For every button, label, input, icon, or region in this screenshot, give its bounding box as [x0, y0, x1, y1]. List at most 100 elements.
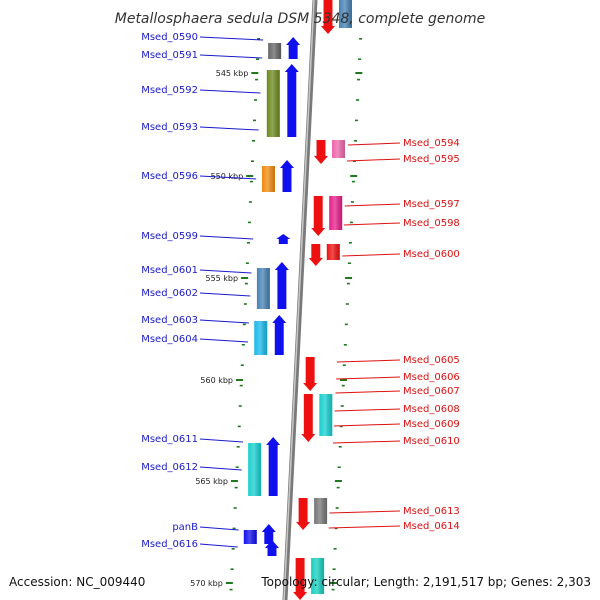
gene-label-right[interactable]: Msed_0608 [403, 404, 460, 415]
gene-label-right[interactable]: Msed_0600 [403, 249, 460, 260]
leader-line [335, 390, 401, 394]
minor-tick [343, 344, 347, 346]
gene-label-right[interactable]: Msed_0595 [403, 154, 460, 165]
leader-line [336, 359, 401, 363]
gene-label-left[interactable]: Msed_0590 [141, 32, 198, 43]
forward-gene-block-shade [256, 268, 270, 309]
scale-ticks: 545 kbp 550 kbp 555 kbp 560 kbp 565 kbp 570 k… [190, 38, 363, 591]
minor-tick [255, 78, 259, 81]
forward-gene-arrow [280, 160, 294, 192]
minor-tick [250, 160, 254, 162]
leader-line [199, 338, 249, 343]
forward-gene-arrow [284, 64, 299, 137]
gene-label-left[interactable]: Msed_0592 [141, 85, 198, 96]
gene-label-right[interactable]: Msed_0609 [403, 419, 460, 430]
major-tick [241, 277, 249, 279]
minor-tick [346, 282, 350, 285]
gene-label-left[interactable]: Msed_0601 [141, 265, 198, 276]
minor-tick [344, 323, 348, 326]
minor-tick [337, 466, 341, 468]
leader-line [332, 440, 401, 444]
minor-tick [231, 548, 235, 550]
backbone-line [282, 0, 318, 600]
kbp-tick-label: 570 kbp [190, 579, 223, 588]
gene-features [243, 0, 352, 600]
minor-tick [254, 99, 258, 101]
leader-line [347, 158, 401, 162]
minor-tick [354, 140, 357, 142]
reverse-gene-arrow [303, 357, 318, 391]
major-tick [340, 379, 347, 381]
minor-tick [239, 384, 243, 387]
leader-line [347, 142, 401, 146]
minor-tick [349, 221, 353, 224]
kbp-tick-label: 565 kbp [195, 477, 228, 486]
gene-label-left[interactable]: Msed_0602 [141, 288, 198, 299]
forward-gene-arrow [276, 234, 291, 244]
forward-gene-arrow [274, 262, 289, 309]
minor-tick [356, 99, 360, 101]
gene-label-left[interactable]: Msed_0599 [141, 231, 198, 242]
minor-tick [339, 425, 343, 428]
kbp-tick-label: 550 kbp [211, 172, 244, 181]
gene-label-left[interactable]: Msed_0591 [141, 50, 198, 61]
minor-tick [332, 568, 336, 570]
gene-label-left[interactable]: Msed_0603 [141, 315, 198, 326]
reverse-gene-arrow [301, 394, 316, 442]
minor-tick [331, 588, 335, 591]
minor-tick [341, 384, 345, 387]
forward-gene-block-shade [254, 321, 268, 355]
minor-tick [335, 507, 339, 509]
minor-tick [357, 78, 361, 81]
reverse-gene-block-shade [311, 558, 325, 594]
forward-gene-block-shade [248, 443, 262, 496]
forward-gene-block-shade [243, 530, 257, 544]
major-tick [329, 582, 337, 584]
major-tick [236, 379, 243, 381]
minor-tick [351, 180, 355, 183]
reverse-gene-arrow [296, 498, 311, 530]
gene-label-left[interactable]: panB [172, 522, 198, 533]
gene-label-right[interactable]: Msed_0606 [403, 372, 460, 383]
gene-label-right[interactable]: Msed_0613 [403, 506, 460, 517]
leader-line [199, 319, 250, 324]
forward-gene-arrow [266, 437, 281, 496]
gene-label-left[interactable]: Msed_0612 [141, 462, 198, 473]
major-tick [355, 72, 363, 74]
gene-label-right[interactable]: Msed_0597 [403, 199, 460, 210]
gene-label-left[interactable]: Msed_0596 [141, 171, 198, 182]
minor-tick [244, 282, 248, 285]
gene-label-right[interactable]: Msed_0610 [403, 436, 460, 447]
gene-label-right[interactable]: Msed_0594 [403, 138, 460, 149]
leader-line [199, 543, 238, 548]
gene-label-right[interactable]: Msed_0614 [403, 521, 460, 532]
minor-tick [247, 221, 251, 224]
gene-label-right[interactable]: Msed_0607 [403, 386, 460, 397]
reverse-gene-block-shade [329, 196, 343, 230]
gene-label-left[interactable]: Msed_0611 [141, 434, 198, 445]
leader-line [199, 438, 244, 443]
minor-tick [257, 38, 261, 40]
leader-line [199, 235, 254, 240]
leader-line [342, 253, 401, 257]
gene-label-left[interactable]: Msed_0604 [141, 334, 198, 345]
gene-label-left[interactable]: Msed_0593 [141, 122, 198, 133]
gene-label-right[interactable]: Msed_0605 [403, 355, 460, 366]
leader-line [199, 175, 257, 180]
gene-label-right[interactable]: Msed_0598 [403, 218, 460, 229]
minor-tick [249, 180, 253, 183]
minor-tick [230, 568, 234, 570]
forward-gene-arrow [272, 315, 287, 355]
leader-line [344, 203, 401, 207]
gene-label-left[interactable]: Msed_0616 [141, 539, 198, 550]
major-tick [334, 480, 342, 482]
minor-tick [355, 119, 359, 122]
forward-gene-arrow [286, 37, 301, 59]
reverse-gene-block-shade [314, 498, 328, 524]
leader-line [333, 423, 401, 427]
leader-line [329, 510, 401, 514]
accession-label: Accession: NC_009440 [9, 575, 145, 589]
minor-tick [232, 527, 236, 530]
minor-tick [350, 201, 354, 203]
